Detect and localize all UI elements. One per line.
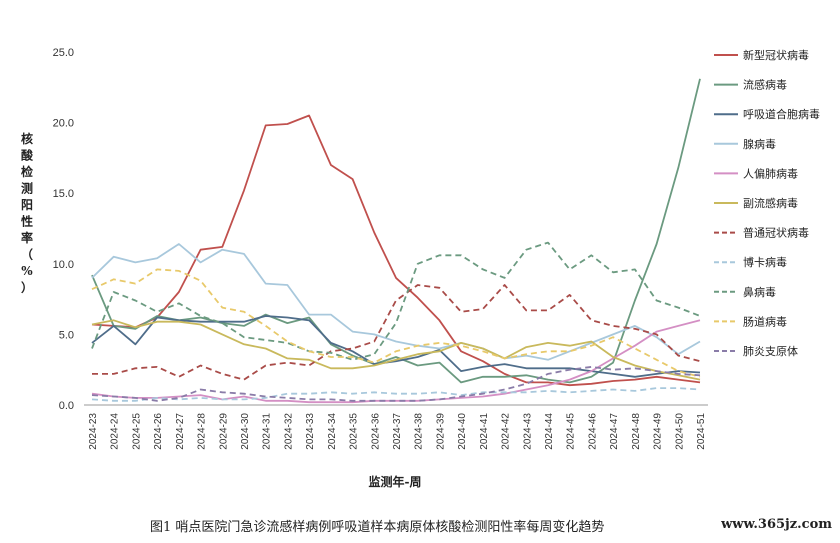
- legend: 新型冠状病毒流感病毒呼吸道合胞病毒腺病毒人偏肺病毒副流感病毒普通冠状病毒博卡病毒…: [714, 48, 820, 358]
- y-axis-title-char: 测: [21, 181, 33, 196]
- x-tick-label: 2024-39: [435, 413, 446, 450]
- x-tick-label: 2024-27: [175, 413, 186, 450]
- y-axis-title-char: （: [21, 247, 33, 262]
- y-axis-title-char: %: [21, 264, 33, 278]
- series-line: [91, 387, 701, 402]
- series-line: [91, 315, 701, 378]
- x-tick-label: 2024-46: [587, 413, 598, 450]
- x-tick-label: 2024-33: [305, 413, 316, 450]
- series-line: [91, 241, 701, 361]
- y-tick-label: 0.0: [59, 400, 74, 412]
- legend-label: 鼻病毒: [743, 285, 776, 299]
- y-tick-label: 25.0: [53, 47, 74, 59]
- y-axis-title-char: 核: [21, 131, 33, 146]
- y-axis-title-char: 性: [20, 214, 33, 229]
- x-tick-label: 2024-28: [197, 413, 208, 450]
- x-tick-label: 2024-29: [218, 413, 229, 450]
- series-line: [91, 319, 701, 381]
- legend-label: 博卡病毒: [743, 255, 787, 269]
- x-tick-label: 2024-44: [544, 413, 555, 450]
- x-tick-label: 2024-41: [479, 413, 490, 450]
- x-tick-label: 2024-35: [349, 413, 360, 450]
- x-axis-title: 监测年-周: [369, 474, 422, 489]
- x-tick-label: 2024-34: [327, 413, 338, 450]
- y-tick-label: 20.0: [53, 118, 74, 130]
- figure-caption: 图1 哨点医院门急诊流感样病例呼吸道样本病原体核酸检测阳性率每周变化趋势: [150, 520, 605, 535]
- legend-label: 肺炎支原体: [743, 344, 798, 358]
- x-tick-label: 2024-42: [501, 413, 512, 450]
- series-line: [91, 365, 701, 402]
- y-tick-label: 5.0: [59, 329, 74, 341]
- x-tick-label: 2024-25: [131, 413, 142, 450]
- legend-label: 呼吸道合胞病毒: [743, 107, 820, 121]
- x-tick-label: 2024-26: [153, 413, 164, 450]
- y-axis-title-char: 率: [21, 230, 33, 245]
- series-line: [92, 284, 701, 381]
- legend-label: 副流感病毒: [743, 196, 798, 210]
- legend-label: 腺病毒: [743, 137, 776, 151]
- y-axis-title-char: ）: [21, 280, 33, 295]
- legend-label: 普通冠状病毒: [743, 226, 809, 240]
- line-chart: 0.05.010.015.020.025.0 2024-23 2024-24 202…: [20, 47, 820, 489]
- y-axis-title-char: 检: [21, 164, 33, 179]
- x-tick-label: 2024-50: [674, 413, 685, 450]
- y-axis: 0.0 5.0 10.0 15.0 20.0 25.0: [53, 47, 74, 412]
- y-tick-label: 15.0: [53, 188, 74, 200]
- x-tick-label: 2024-38: [414, 413, 425, 450]
- x-tick-label: 2024-45: [566, 413, 577, 450]
- legend-label: 人偏肺病毒: [743, 166, 798, 180]
- y-tick-label: 10.0: [53, 259, 74, 271]
- series-layer: [91, 78, 701, 404]
- series-line: [91, 319, 701, 404]
- x-tick-label: 2024-32: [283, 413, 294, 450]
- x-tick-label: 2024-23: [88, 413, 99, 450]
- y-axis-title: 核酸检测阳性率 （% ）: [20, 131, 34, 295]
- y-axis-title-char: 阳: [21, 197, 33, 212]
- x-tick-label: 2024-47: [609, 413, 620, 450]
- x-tick-label: 2024-31: [262, 413, 273, 450]
- x-axis: 2024-23 2024-24 2024-25 2024-26 2024-27 2024-…: [84, 404, 708, 450]
- x-tick-label: 2024-24: [110, 413, 121, 450]
- x-tick-label: 2024-43: [522, 413, 533, 450]
- x-tick-label: 2024-30: [240, 413, 251, 450]
- x-tick-label: 2024-49: [653, 413, 664, 450]
- series-line: [91, 243, 701, 361]
- x-tick-label: 2024-37: [392, 413, 403, 450]
- series-line: [91, 114, 701, 387]
- legend-label: 肠道病毒: [743, 314, 787, 328]
- watermark-text: www.365jz.com: [721, 517, 832, 532]
- series-line: [91, 268, 701, 378]
- x-tick-label: 2024-48: [631, 413, 642, 450]
- legend-label: 流感病毒: [743, 78, 787, 92]
- y-axis-title-char: 酸: [21, 148, 34, 163]
- x-tick-label: 2024-51: [696, 413, 707, 450]
- x-tick-label: 2024-36: [370, 413, 381, 450]
- legend-label: 新型冠状病毒: [743, 48, 809, 62]
- x-tick-label: 2024-40: [457, 413, 468, 450]
